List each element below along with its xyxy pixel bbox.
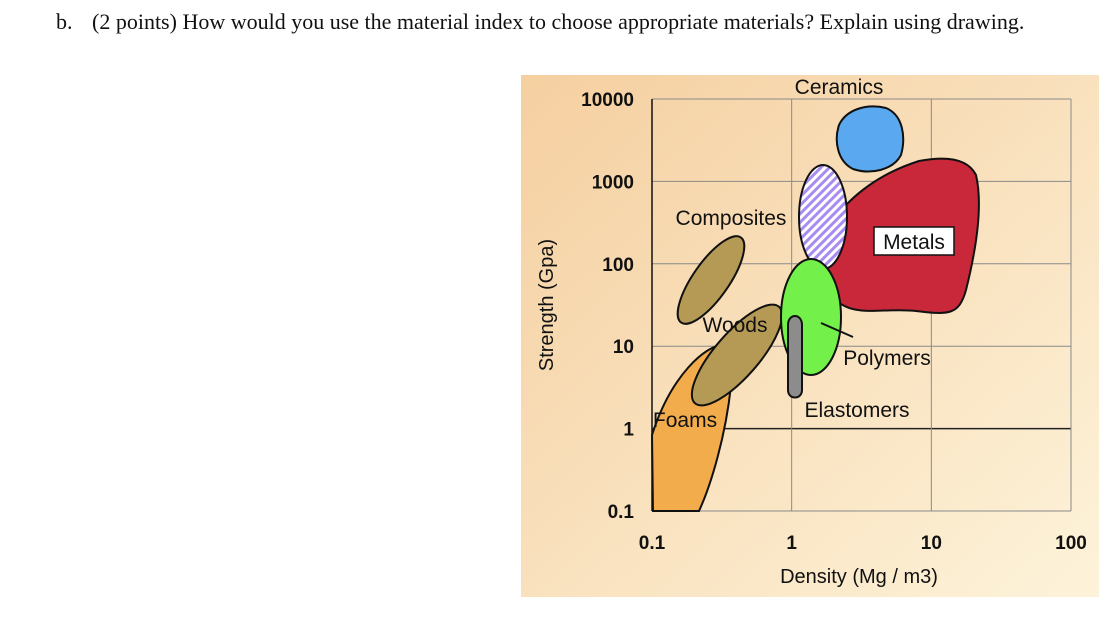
region-elastomers [787,315,803,399]
material-regions [650,105,980,512]
region-woods-small [676,235,746,325]
label-foams: Foams [653,409,717,432]
label-woods: Woods [703,314,768,337]
question-text: (2 points) How would you use the materia… [92,9,1025,34]
chart-svg: 10000 1000 100 10 1 0.10.1 1 10 100 Ceramics Com… [521,75,1099,597]
material-selection-chart: 10000 1000 100 10 1 0.1 0.1 1 10 100 Ceramics Com… [521,75,1099,597]
region-composites [798,164,848,270]
metals-label-box [873,226,955,256]
question-block: b. (2 points) How would you use the mate… [56,8,1096,36]
x-tick-label: 1 [786,533,797,554]
question-letter: b. [56,9,73,34]
region-labels: Ceramics Composites Metals Woods Polymer… [653,76,955,432]
y-axis-title: Strength (Gpa) [536,239,558,371]
region-woods-large [690,303,784,407]
label-ceramics: Ceramics [795,76,884,99]
x-axis-title: Density (Mg / m3) [780,566,938,588]
polymers-pointer [820,322,854,338]
region-ceramics [835,105,905,173]
label-elastomers: Elastomers [804,399,909,422]
y-tick-label: 0.1 [608,502,635,523]
y-tick-label: 100 [602,255,634,276]
label-composites: Composites [676,207,787,230]
y-tick-label: 10 [613,337,634,358]
label-polymers: Polymers [843,347,931,370]
axes: 10000 1000 100 10 1 0.10.1 1 10 100 [581,90,1087,554]
x-tick-label: 100 [1055,533,1087,554]
y-tick-label: 1 [623,420,634,441]
y-tick-label: 1000 [592,172,634,193]
y-tick-label: 10000 [581,90,634,111]
x-tick-label: 0.1 [639,533,666,554]
label-metals: Metals [883,231,945,254]
x-tick-label: 10 [921,533,942,554]
